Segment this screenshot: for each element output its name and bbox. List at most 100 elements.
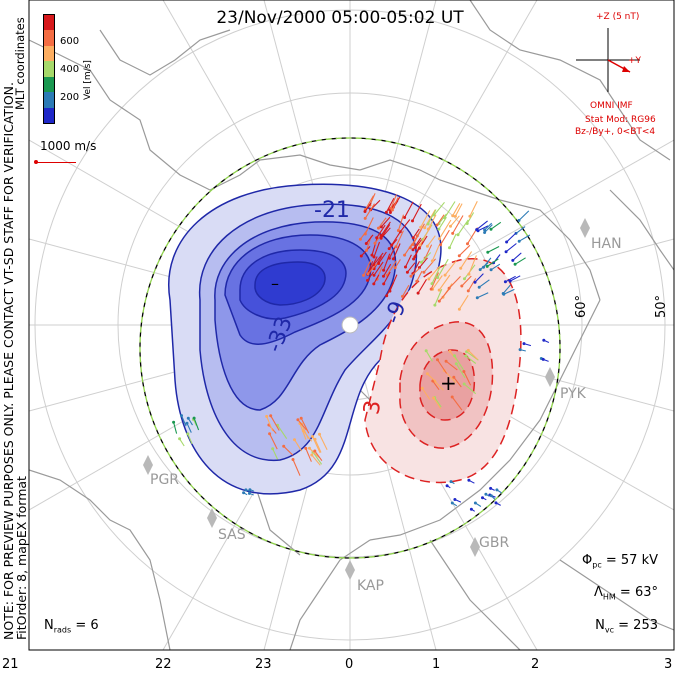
vertical-note: NOTE: FOR PREVIEW PURPOSES ONLY. PLEASE … (1, 82, 29, 640)
velocity-vector (434, 288, 443, 306)
velocity-vector (468, 255, 477, 275)
stat-lambda-label: Λ (593, 585, 603, 600)
vector-origin (447, 286, 451, 290)
vector-origin (358, 237, 362, 241)
velocity-vector (424, 244, 433, 259)
colorbar-segment (44, 61, 54, 77)
vector-origin (379, 236, 383, 240)
vector-origin (444, 359, 448, 363)
velocity-vector (448, 276, 461, 289)
vector-origin (404, 265, 407, 269)
vector-origin (423, 226, 427, 230)
velocity-vector (364, 203, 375, 219)
velocity-vector (477, 225, 489, 232)
vector-origin (466, 289, 470, 293)
vector-origin (409, 274, 413, 278)
vector-origin (425, 372, 429, 376)
colorbar-segment (44, 92, 54, 108)
mlt-label-0: 0 (345, 657, 354, 672)
vector-origin (467, 272, 471, 276)
vector-origin (453, 214, 457, 218)
vector-origin (375, 236, 379, 240)
vector-origin (403, 216, 407, 219)
vector-origin (414, 246, 417, 250)
velocity-vector (450, 215, 460, 227)
velocity-vector (433, 201, 445, 216)
vector-origin (390, 208, 394, 212)
lat-label-50: 50° (654, 294, 669, 318)
potential-max-marker: + (440, 371, 457, 395)
velocity-vector (373, 241, 381, 258)
vector-origin (460, 284, 464, 288)
velocity-vector (458, 295, 469, 310)
vector-origin (377, 262, 381, 265)
vector-origin (299, 416, 303, 420)
vector-origin (433, 303, 437, 307)
vector-origin (420, 386, 424, 390)
vector-origin (505, 240, 509, 244)
station-markers (143, 218, 590, 580)
imf-y-label: +Y (628, 56, 642, 66)
velocity-vector (383, 271, 391, 285)
vector-origin (508, 279, 512, 283)
colorbar-segment (44, 45, 54, 62)
velocity-vector (311, 454, 321, 466)
vector-origin (489, 227, 493, 231)
velocity-vector (405, 254, 412, 268)
vector-origin (542, 338, 546, 342)
vector-origin (269, 414, 273, 418)
velocity-vector (402, 284, 410, 297)
velocity-vector (426, 235, 436, 247)
vector-origin (418, 243, 422, 247)
velocity-vector (388, 238, 398, 249)
vector-origin (430, 282, 434, 286)
vector-origin (394, 245, 398, 249)
stat-nrads-value: = 6 (75, 618, 99, 633)
velocity-vector (467, 350, 478, 360)
velocity-vector (378, 217, 387, 229)
vector-origin (450, 501, 454, 505)
vector-origin (318, 432, 321, 436)
vector-origin (511, 258, 515, 262)
velocity-vector (469, 201, 478, 217)
velocity-vector (436, 214, 445, 226)
stat-nvc: Nvc = 253 (595, 618, 658, 635)
vector-origin (401, 294, 404, 298)
vector-origin (391, 257, 395, 261)
hm-boundary-green (139, 137, 561, 559)
potential-min-marker: – (271, 274, 279, 293)
velocity-vector (438, 216, 447, 230)
velocity-vector (505, 243, 517, 253)
map-title: 23/Nov/2000 05:00-05:02 UT (216, 8, 464, 28)
vector-origin (244, 488, 248, 492)
vector-origin (192, 416, 196, 420)
vector-origin (448, 349, 452, 353)
vector-origin (373, 241, 377, 245)
velocity-vector (388, 245, 396, 259)
vector-origin (457, 307, 461, 311)
vector-origin (247, 491, 251, 495)
site-kap: KAP (357, 578, 384, 594)
imf-condition: Bz-/By+, 0<BT<4 (575, 127, 656, 137)
velocity-vector (455, 363, 466, 379)
vector-origin (313, 449, 317, 453)
vector-origin (522, 342, 526, 346)
velocity-vector (373, 252, 384, 266)
contour-label-neg21: -21 (314, 198, 350, 223)
velocity-vector (460, 251, 473, 269)
vector-origin (437, 237, 441, 241)
colorbar-tick-400: 400 (60, 64, 80, 75)
vector-origin (411, 248, 415, 252)
velocity-vector (454, 203, 463, 217)
velocity-vector (474, 273, 484, 283)
vector-origin (457, 254, 461, 258)
vector-origin (422, 270, 426, 274)
velocity-vector (476, 220, 488, 231)
velocity-vector (484, 222, 493, 231)
mlt-label-3: 3 (664, 657, 673, 672)
velocity-vector (413, 246, 420, 260)
velocity-vector (180, 415, 187, 427)
velocity-vector (269, 433, 278, 450)
vector-origin (363, 210, 367, 213)
velocity-vector (465, 355, 477, 364)
